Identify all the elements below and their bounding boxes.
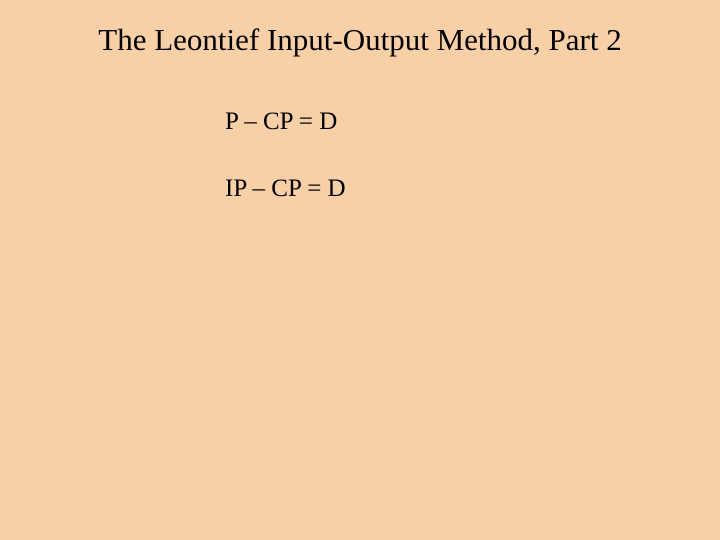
slide: The Leontief Input-Output Method, Part 2…	[0, 0, 720, 540]
slide-title: The Leontief Input-Output Method, Part 2	[0, 22, 720, 58]
equation-line-1: P – CP = D	[225, 108, 337, 136]
equation-line-2: IP – CP = D	[225, 175, 346, 203]
